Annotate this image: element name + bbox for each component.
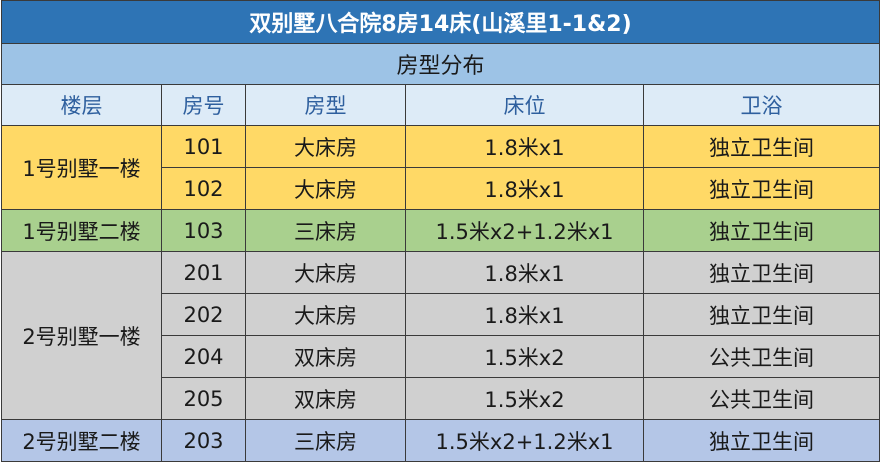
- table-row: 1号别墅一楼 101 大床房 1.8米x1 独立卫生间: [1, 125, 880, 210]
- beds-cell: 1.5米x2: [405, 335, 644, 378]
- room-type-cell: 大床房: [245, 167, 406, 210]
- room-number-cell: 205: [161, 377, 246, 420]
- room-number-cell: 101: [161, 125, 246, 168]
- header-bathroom: 卫浴: [643, 84, 880, 126]
- room-type-cell: 三床房: [245, 209, 406, 252]
- floor-cell: 2号别墅二楼: [1, 419, 162, 462]
- room-number-cell: 103: [161, 209, 246, 252]
- room-number-cell: 202: [161, 293, 246, 336]
- beds-cell: 1.8米x1: [405, 125, 644, 168]
- table-row: 102 大床房 1.8米x1 独立卫生间: [2, 167, 880, 210]
- table-row: 202 大床房 1.8米x1 独立卫生间: [2, 293, 880, 336]
- table-row: 2号别墅一楼 201 大床房 1.8米x1 独立卫生间: [1, 251, 880, 420]
- room-number-cell: 203: [161, 419, 246, 462]
- header-room-type: 房型: [245, 84, 406, 126]
- floor-cell: 1号别墅一楼: [1, 125, 162, 210]
- room-type-cell: 大床房: [245, 125, 406, 168]
- beds-cell: 1.8米x1: [405, 167, 644, 210]
- bathroom-cell: 公共卫生间: [643, 335, 880, 378]
- room-table: 双别墅八合院8房14床(山溪里1-1&2) 房型分布 楼层 房号 房型 床位 卫…: [1, 0, 880, 462]
- room-number-cell: 201: [161, 251, 246, 294]
- floor-cell: 1号别墅二楼: [1, 209, 162, 252]
- room-type-cell: 大床房: [245, 251, 406, 294]
- bathroom-cell: 独立卫生间: [643, 125, 880, 168]
- room-type-cell: 三床房: [245, 419, 406, 462]
- header-beds: 床位: [405, 84, 644, 126]
- table-row: 1号别墅二楼 103 三床房 1.5米x2+1.2米x1 独立卫生间: [1, 209, 880, 252]
- header-row: 楼层 房号 房型 床位 卫浴: [1, 84, 880, 126]
- bathroom-cell: 独立卫生间: [643, 251, 880, 294]
- floor-cell: 2号别墅一楼: [1, 251, 162, 420]
- beds-cell: 1.8米x1: [405, 293, 644, 336]
- room-number-cell: 204: [161, 335, 246, 378]
- bathroom-cell: 独立卫生间: [643, 167, 880, 210]
- room-type-cell: 双床房: [245, 377, 406, 420]
- bathroom-cell: 独立卫生间: [643, 419, 880, 462]
- table-row: 204 双床房 1.5米x2 公共卫生间: [2, 335, 880, 378]
- table-row: 2号别墅二楼 203 三床房 1.5米x2+1.2米x1 独立卫生间: [1, 419, 880, 462]
- beds-cell: 1.5米x2: [405, 377, 644, 420]
- header-floor: 楼层: [1, 84, 162, 126]
- beds-cell: 1.5米x2+1.2米x1: [405, 209, 644, 252]
- room-type-cell: 大床房: [245, 293, 406, 336]
- header-room-number: 房号: [161, 84, 246, 126]
- beds-cell: 1.8米x1: [405, 251, 644, 294]
- bathroom-cell: 公共卫生间: [643, 377, 880, 420]
- bathroom-cell: 独立卫生间: [643, 293, 880, 336]
- room-number-cell: 102: [161, 167, 246, 210]
- room-type-cell: 双床房: [245, 335, 406, 378]
- sheet-title: 双别墅八合院8房14床(山溪里1-1&2): [1, 0, 880, 44]
- beds-cell: 1.5米x2+1.2米x1: [405, 419, 644, 462]
- bathroom-cell: 独立卫生间: [643, 209, 880, 252]
- section-subtitle: 房型分布: [1, 43, 880, 85]
